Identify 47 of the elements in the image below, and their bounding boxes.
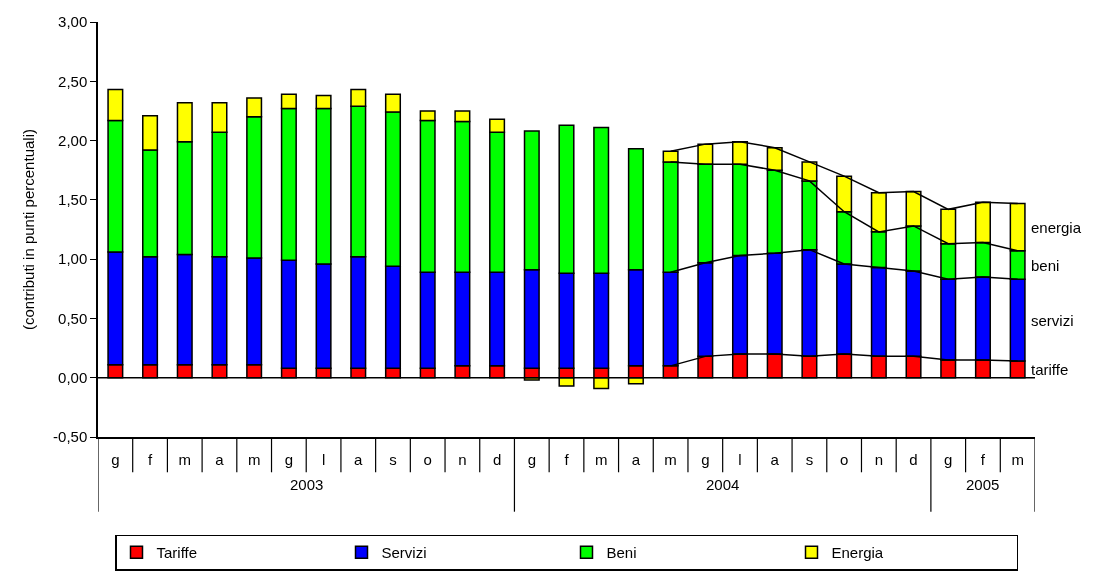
- x-tick-label: o: [839, 450, 849, 468]
- x-tick-label: f: [564, 450, 570, 468]
- text: 2004: [706, 476, 740, 493]
- legend-label: Energia: [831, 544, 884, 562]
- y-tick-label: 2,00: [58, 131, 88, 149]
- x-tick-label: g: [701, 450, 710, 468]
- legend-label: Servizi: [381, 544, 427, 562]
- x-tick-label: f: [980, 450, 986, 468]
- text: 2003: [290, 476, 324, 493]
- x-tick-label: g: [111, 450, 120, 468]
- y-tick-label: 2,50: [58, 72, 88, 90]
- x-tick-label: d: [492, 450, 502, 468]
- y-tick-label: 1,50: [58, 191, 88, 209]
- x-tick-label: s: [389, 450, 397, 468]
- y-tick-label: 0,00: [58, 368, 88, 386]
- x-tick-label: m: [664, 450, 677, 468]
- annotation: tariffe: [1031, 361, 1069, 378]
- y-axis-title: (contributi in punti percentuali): [19, 129, 37, 330]
- x-tick-label: g: [284, 450, 294, 468]
- x-tick-label: a: [354, 450, 364, 468]
- annotation: servizi: [1031, 312, 1074, 329]
- y-tick-label: 1,00: [58, 250, 88, 268]
- x-tick-label: n: [458, 450, 467, 468]
- x-tick-label: m: [178, 450, 192, 468]
- x-tick-label: l: [321, 450, 326, 468]
- x-tick-label: a: [770, 450, 780, 468]
- x-tick-label: f: [147, 450, 153, 468]
- x-tick-label: m: [594, 450, 608, 468]
- x-tick-label: g: [944, 450, 953, 468]
- x-tick-label: l: [738, 450, 742, 468]
- x-tick-label: d: [909, 450, 918, 468]
- x-tick-label: m: [1011, 450, 1024, 468]
- text: 2005: [966, 476, 1000, 493]
- annotation: energia: [1031, 219, 1082, 236]
- x-tick-label: s: [805, 450, 814, 468]
- x-tick-label: n: [874, 450, 883, 468]
- x-tick-label: m: [247, 450, 261, 468]
- y-tick-label: -0,50: [53, 428, 88, 446]
- x-tick-label: a: [631, 450, 641, 468]
- legend-label: Tariffe: [156, 544, 198, 562]
- x-tick-label: a: [215, 450, 225, 468]
- x-tick-label: g: [527, 450, 536, 468]
- x-tick-label: o: [423, 450, 432, 468]
- annotation: beni: [1031, 257, 1060, 274]
- y-tick-label: 3,00: [58, 13, 88, 31]
- y-tick-label: 0,50: [58, 309, 88, 327]
- legend-label: Beni: [606, 544, 637, 562]
